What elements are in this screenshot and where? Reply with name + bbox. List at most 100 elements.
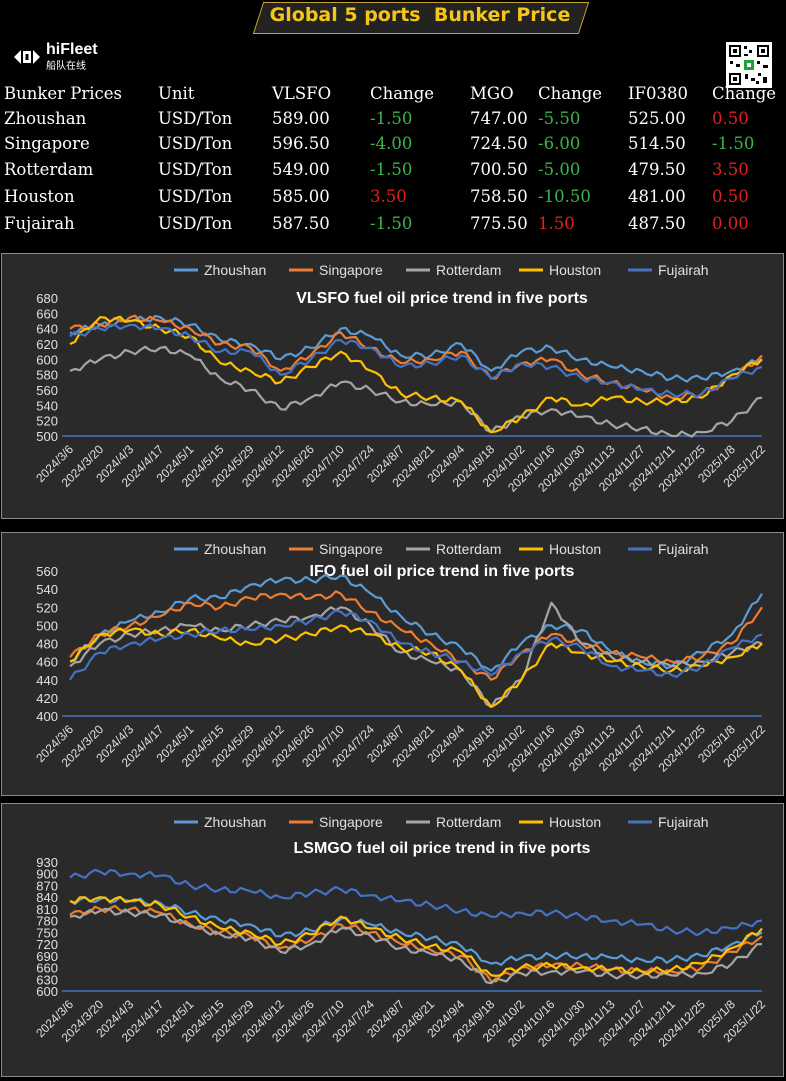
mgo-price: 747.00 bbox=[470, 109, 528, 128]
brand-logo: hiFleet 船队在线 bbox=[12, 41, 98, 72]
y-tick-label: 520 bbox=[36, 414, 58, 429]
y-tick-label: 840 bbox=[36, 890, 58, 905]
y-tick-label: 440 bbox=[36, 673, 58, 688]
mgo-price: 724.50 bbox=[470, 134, 528, 153]
port-name: Houston bbox=[4, 187, 75, 206]
ifo-price: 481.00 bbox=[628, 187, 686, 206]
y-tick-label: 500 bbox=[36, 429, 58, 444]
vlsfo-price: 589.00 bbox=[272, 109, 330, 128]
legend-label-houston: Houston bbox=[549, 262, 601, 278]
series-line-rotterdam bbox=[69, 907, 763, 985]
legend-label-rotterdam: Rotterdam bbox=[436, 814, 501, 830]
y-tick-label: 580 bbox=[36, 368, 58, 383]
port-name: Zhoushan bbox=[4, 109, 87, 128]
legend-label-fujairah: Fujairah bbox=[658, 541, 709, 557]
y-tick-label: 870 bbox=[36, 878, 58, 893]
legend-label-fujairah: Fujairah bbox=[658, 262, 709, 278]
vlsfo-chart-panel: Zhoushan Singapore Rotterdam Houston Fujaira… bbox=[1, 253, 784, 519]
ifo-price: 514.50 bbox=[628, 134, 686, 153]
y-tick-label: 750 bbox=[36, 925, 58, 940]
port-name: Fujairah bbox=[4, 214, 75, 233]
series-line-rotterdam bbox=[69, 345, 763, 438]
mgo-change: -6.00 bbox=[538, 134, 581, 153]
lsmgo-price-chart: Zhoushan Singapore Rotterdam Houston Fujaira… bbox=[33, 814, 768, 1050]
mgo-change: 1.50 bbox=[538, 214, 575, 233]
y-tick-label: 620 bbox=[36, 337, 58, 352]
series-line-zhoushan bbox=[69, 573, 763, 672]
header-cell: MGO bbox=[470, 84, 514, 103]
vlsfo-price: 596.50 bbox=[272, 134, 330, 153]
vlsfo-price: 549.00 bbox=[272, 160, 330, 179]
page-title: Global 5 ports Bunker Price bbox=[269, 4, 571, 26]
y-tick-label: 460 bbox=[36, 655, 58, 670]
brand-subtitle: 船队在线 bbox=[46, 60, 86, 72]
y-tick-label: 400 bbox=[36, 709, 58, 724]
y-tick-label: 600 bbox=[36, 352, 58, 367]
series-line-singapore bbox=[69, 314, 763, 401]
port-name: Singapore bbox=[4, 134, 90, 153]
table-header-row: Bunker Prices Unit VLSFO Change MGO Chan… bbox=[0, 84, 786, 110]
legend-label-rotterdam: Rotterdam bbox=[436, 262, 501, 278]
y-tick-label: 810 bbox=[36, 902, 58, 917]
vlsfo-price: 587.50 bbox=[272, 214, 330, 233]
chart-title: VLSFO fuel oil price trend in five ports bbox=[296, 290, 588, 307]
legend-label-rotterdam: Rotterdam bbox=[436, 541, 501, 557]
y-tick-label: 680 bbox=[36, 291, 58, 306]
vlsfo-change: 3.50 bbox=[370, 187, 407, 206]
mgo-price: 775.50 bbox=[470, 214, 528, 233]
ifo-chart-panel: Zhoushan Singapore Rotterdam Houston Fujaira… bbox=[1, 532, 784, 796]
mgo-price: 758.50 bbox=[470, 187, 528, 206]
y-tick-label: 930 bbox=[36, 855, 58, 870]
title-bar: Global 5 ports Bunker Price bbox=[0, 0, 786, 40]
chart-title: IFO fuel oil price trend in five ports bbox=[310, 563, 575, 580]
lsmgo-chart-panel: Zhoushan Singapore Rotterdam Houston Fujaira… bbox=[1, 803, 784, 1077]
chart-title: LSMGO fuel oil price trend in five ports bbox=[294, 840, 591, 857]
legend-label-houston: Houston bbox=[549, 541, 601, 557]
y-tick-label: 630 bbox=[36, 972, 58, 987]
table-row: Zhoushan USD/Ton 589.00 -1.50 747.00 -5.… bbox=[0, 109, 786, 135]
y-tick-label: 480 bbox=[36, 637, 58, 652]
y-tick-label: 660 bbox=[36, 306, 58, 321]
series-line-rotterdam bbox=[69, 601, 763, 708]
unit-cell: USD/Ton bbox=[158, 160, 233, 179]
legend-label-zhoushan: Zhoushan bbox=[204, 262, 266, 278]
vlsfo-change: -1.50 bbox=[370, 109, 413, 128]
vlsfo-price: 585.00 bbox=[272, 187, 330, 206]
legend-label-fujairah: Fujairah bbox=[658, 814, 709, 830]
table-row: Fujairah USD/Ton 587.50 -1.50 775.50 1.5… bbox=[0, 214, 786, 240]
mgo-change: -5.50 bbox=[538, 109, 581, 128]
legend-label-zhoushan: Zhoushan bbox=[204, 814, 266, 830]
header-cell: IF0380 bbox=[628, 84, 688, 103]
header-cell: Bunker Prices bbox=[4, 84, 123, 103]
legend-label-zhoushan: Zhoushan bbox=[204, 541, 266, 557]
y-tick-label: 640 bbox=[36, 322, 58, 337]
mgo-price: 700.50 bbox=[470, 160, 528, 179]
legend-label-singapore: Singapore bbox=[319, 541, 383, 557]
hifleet-logo-icon bbox=[14, 50, 40, 64]
header-cell: Unit bbox=[158, 84, 195, 103]
ifo-price: 479.50 bbox=[628, 160, 686, 179]
legend-label-singapore: Singapore bbox=[319, 262, 383, 278]
unit-cell: USD/Ton bbox=[158, 109, 233, 128]
table-row: Rotterdam USD/Ton 549.00 -1.50 700.50 -5… bbox=[0, 160, 786, 186]
y-tick-label: 500 bbox=[36, 618, 58, 633]
series-line-fujairah bbox=[69, 868, 763, 937]
series-line-singapore bbox=[69, 590, 763, 681]
legend-label-houston: Houston bbox=[549, 814, 601, 830]
ifo-price-chart: Zhoushan Singapore Rotterdam Houston Fujaira… bbox=[33, 541, 768, 775]
ifo-change: 0.00 bbox=[712, 214, 749, 233]
y-tick-label: 560 bbox=[36, 383, 58, 398]
series-line-houston bbox=[69, 895, 763, 977]
legend-label-singapore: Singapore bbox=[319, 814, 383, 830]
unit-cell: USD/Ton bbox=[158, 134, 233, 153]
ifo-change: 3.50 bbox=[712, 160, 749, 179]
y-tick-label: 540 bbox=[36, 398, 58, 413]
port-name: Rotterdam bbox=[4, 160, 94, 179]
table-row: Houston USD/Ton 585.00 3.50 758.50 -10.5… bbox=[0, 187, 786, 213]
y-tick-label: 520 bbox=[36, 600, 58, 615]
mgo-change: -5.00 bbox=[538, 160, 581, 179]
y-tick-label: 540 bbox=[36, 582, 58, 597]
header-cell: Change bbox=[370, 84, 435, 103]
header-cell: Change bbox=[538, 84, 603, 103]
series-line-houston bbox=[69, 315, 763, 434]
